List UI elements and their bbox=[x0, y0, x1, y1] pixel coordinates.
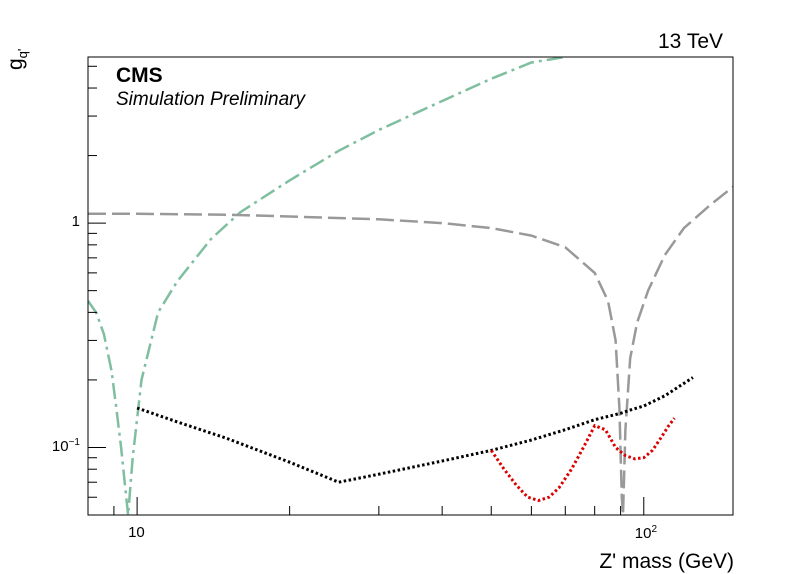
x-tick-label: 10 bbox=[128, 524, 145, 541]
axis-ticks bbox=[87, 65, 645, 516]
series-line-1 bbox=[88, 57, 566, 515]
y-tick-label: 1 bbox=[71, 213, 80, 231]
curves-layer bbox=[88, 57, 733, 515]
energy-label: 13 TeV bbox=[658, 30, 723, 53]
series-line-4 bbox=[490, 417, 676, 503]
status-label: Simulation Preliminary bbox=[116, 89, 306, 110]
series-line-2 bbox=[88, 185, 733, 515]
y-axis-label: gq' bbox=[4, 49, 30, 70]
plot-frame bbox=[87, 56, 734, 516]
series-line-3 bbox=[136, 376, 694, 484]
y-axis-label-base: g bbox=[4, 58, 27, 70]
x-axis-label: Z' mass (GeV) bbox=[599, 550, 734, 573]
experiment-label: CMS bbox=[116, 64, 163, 87]
x-tick-label: 102 bbox=[634, 524, 658, 542]
y-tick-label: 10−1 bbox=[51, 437, 80, 456]
y-axis-label-sub: q' bbox=[15, 48, 31, 59]
